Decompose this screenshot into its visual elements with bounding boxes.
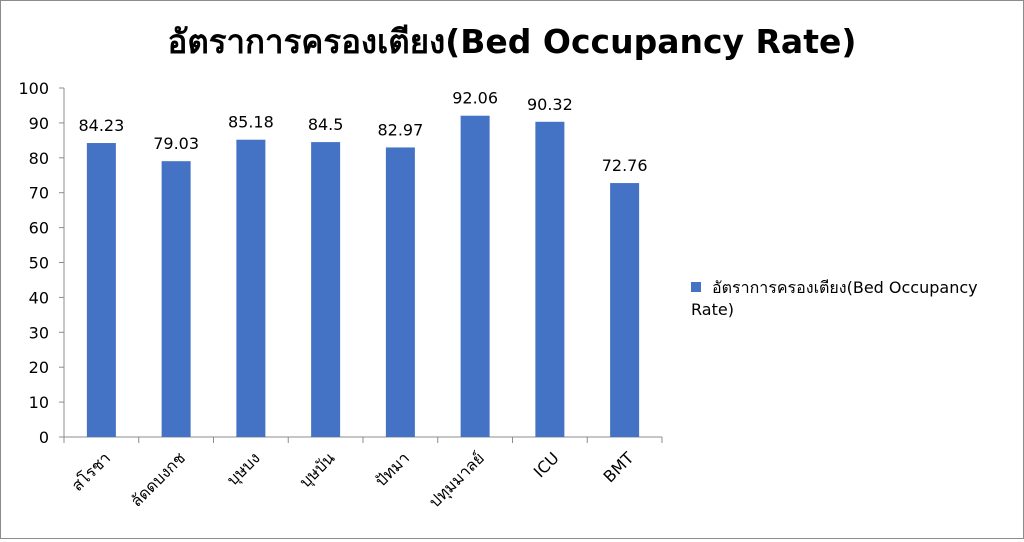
bar-value-label: 84.23 (78, 116, 124, 135)
y-tick-label: 70 (29, 184, 49, 203)
chart-bars (86, 115, 640, 437)
bar (311, 142, 341, 437)
bar-value-label: 79.03 (153, 134, 199, 153)
bar-value-label: 85.18 (228, 113, 274, 132)
x-tick-label: สโรชา (68, 448, 115, 495)
chart-axes (59, 87, 663, 443)
chart-title: อัตราการครองเตียง(Bed Occupancy Rate) (167, 22, 857, 61)
y-tick-label: 0 (39, 428, 49, 447)
y-tick-label: 60 (29, 219, 49, 238)
bar-value-label: 82.97 (377, 120, 423, 139)
chart-x-tick-labels: สโรชา ลัดดบงกช บุษบง บุษบัน ปัทมา ปทุมมาลย์ IC… (68, 448, 638, 512)
bar (460, 115, 490, 437)
y-tick-label: 100 (18, 79, 49, 98)
x-tick-label: ICU (530, 448, 563, 481)
x-tick-label: ปัทมา (371, 448, 413, 490)
y-tick-label: 20 (29, 358, 49, 377)
x-tick-label: บุษบง (223, 448, 264, 489)
x-tick-label: ปทุมมาลย์ (425, 448, 489, 512)
bar (236, 139, 266, 437)
legend-swatch (691, 282, 701, 292)
bar-value-label: 84.5 (308, 115, 344, 134)
bar (161, 161, 191, 437)
x-tick-label: ลัดดบงกช (127, 448, 189, 510)
y-tick-label: 50 (29, 254, 49, 273)
bar (385, 147, 415, 437)
legend-series-label: อัตราการครองเตียง(Bed Occupancy Rate) (691, 278, 978, 319)
y-tick-label: 10 (29, 393, 49, 412)
bar-value-label: 72.76 (602, 156, 648, 175)
y-tick-label: 90 (29, 114, 49, 133)
bar (535, 121, 565, 437)
y-tick-label: 30 (29, 323, 49, 342)
y-tick-label: 80 (29, 149, 49, 168)
chart-legend: อัตราการครองเตียง(Bed Occupancy Rate) (691, 277, 1011, 321)
bar (86, 143, 116, 437)
x-tick-label: BMT (600, 448, 638, 486)
chart-data-labels: 84.23 79.03 85.18 84.5 82.97 92.06 90.32 72.76 (78, 89, 647, 175)
x-tick-label: บุษบัน (295, 448, 339, 492)
bar (610, 183, 640, 437)
chart-y-tick-labels: 0 10 20 30 40 50 60 70 80 90 100 (18, 79, 49, 447)
bar-value-label: 92.06 (452, 89, 498, 108)
bar-value-label: 90.32 (527, 95, 573, 114)
y-tick-label: 40 (29, 288, 49, 307)
